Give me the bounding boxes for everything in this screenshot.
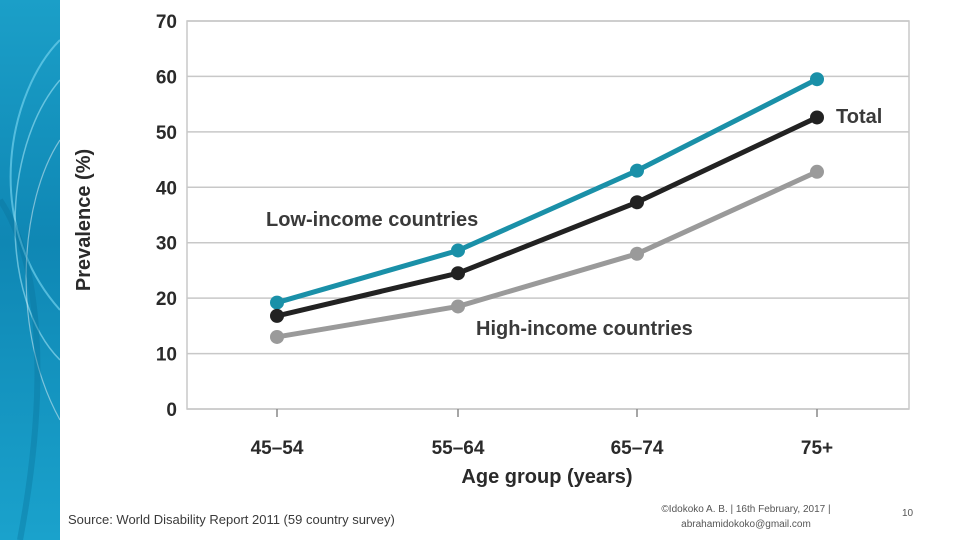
data-point: [451, 299, 465, 314]
x-tick-label: 45–54: [251, 438, 304, 459]
series-line-high-income: [276, 169, 819, 340]
line-chart: 0 10 20 30 40 50 60 70 45–54 55–64 65–74 75+ Preva…: [73, 12, 910, 488]
data-point: [630, 163, 644, 178]
data-point: [810, 72, 824, 87]
data-point: [451, 266, 465, 281]
data-point: [270, 329, 284, 344]
swoosh-decoration: [0, 39, 60, 540]
data-point: [630, 246, 644, 261]
y-tick-labels: 0 10 20 30 40 50 60 70: [156, 12, 177, 421]
data-point: [451, 243, 465, 258]
x-axis-title: Age group (years): [461, 466, 632, 488]
series-label-high-income: High-income countries: [476, 318, 693, 340]
x-tick-label: 65–74: [611, 438, 664, 459]
data-point: [630, 195, 644, 210]
series-line-total: [276, 115, 819, 319]
source-citation: Source: World Disability Report 2011 (59…: [68, 512, 395, 527]
series-lines: [270, 72, 824, 344]
y-tick-label: 40: [156, 178, 177, 199]
slide-footer: Source: World Disability Report 2011 (59…: [60, 498, 960, 540]
y-tick-label: 10: [156, 345, 177, 366]
y-tick-label: 20: [156, 289, 177, 310]
y-tick-label: 0: [166, 400, 177, 421]
data-point: [270, 295, 284, 310]
x-tick-labels: 45–54 55–64 65–74 75+: [251, 409, 833, 459]
chart-area: 0 10 20 30 40 50 60 70 45–54 55–64 65–74 75+ Preva…: [60, 0, 960, 498]
y-tick-label: 70: [156, 12, 177, 33]
x-tick-label: 75+: [801, 438, 833, 459]
series-label-low-income: Low-income countries: [266, 209, 478, 231]
data-point: [810, 164, 824, 179]
x-tick-label: 55–64: [432, 438, 485, 459]
author-email: abrahamidokoko@gmail.com: [681, 519, 811, 530]
decorative-side-band: [0, 0, 60, 540]
author-credit: ©Idokoko A. B. | 16th February, 2017 | a…: [626, 502, 866, 532]
author-date-line: ©Idokoko A. B. | 16th February, 2017 |: [661, 504, 831, 515]
y-axis-title: Prevalence (%): [73, 149, 95, 291]
series-line-low-income: [276, 76, 819, 305]
page-number: 10: [902, 508, 914, 519]
data-point: [270, 308, 284, 323]
series-label-total: Total: [836, 106, 882, 128]
data-point: [810, 110, 824, 125]
y-tick-label: 50: [156, 123, 177, 144]
y-tick-label: 60: [156, 67, 177, 88]
y-tick-label: 30: [156, 234, 177, 255]
